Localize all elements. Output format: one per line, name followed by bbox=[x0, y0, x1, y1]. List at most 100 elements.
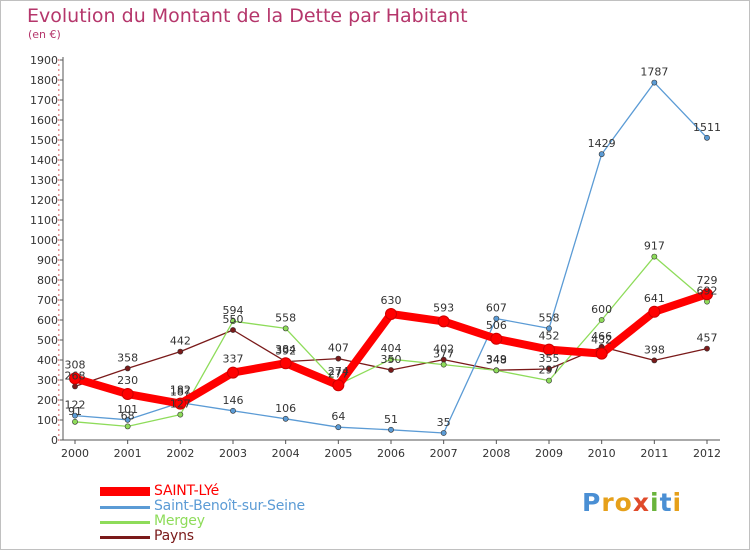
y-tick-label: 1800 bbox=[30, 74, 58, 87]
data-label: 600 bbox=[591, 303, 612, 316]
data-point bbox=[335, 424, 342, 431]
data-point bbox=[651, 357, 658, 364]
data-point bbox=[72, 418, 78, 425]
data-label: 402 bbox=[433, 343, 454, 356]
x-tick-label: 2004 bbox=[272, 447, 300, 460]
data-label: 187 bbox=[170, 386, 191, 399]
legend-item: Mergey bbox=[100, 513, 360, 529]
data-label: 729 bbox=[697, 274, 718, 287]
data-label: 64 bbox=[331, 410, 345, 423]
logo-letter: P bbox=[582, 488, 602, 517]
legend-label: Saint-Benoît-sur-Seine bbox=[154, 498, 305, 514]
data-label: 274 bbox=[328, 365, 349, 378]
data-label: 452 bbox=[539, 330, 560, 343]
data-point bbox=[230, 318, 236, 325]
y-tick-label: 0 bbox=[51, 434, 58, 447]
y-tick-label: 1000 bbox=[30, 234, 58, 247]
data-point bbox=[595, 347, 608, 360]
data-label: 607 bbox=[486, 302, 507, 315]
y-tick-label: 400 bbox=[37, 354, 58, 367]
data-label: 35 bbox=[437, 416, 451, 429]
data-point bbox=[701, 288, 713, 301]
data-point bbox=[230, 327, 236, 333]
data-label: 1429 bbox=[588, 137, 616, 150]
x-tick-label: 2012 bbox=[693, 447, 721, 460]
data-point bbox=[72, 383, 78, 390]
proxiti-logo: Proxiti bbox=[582, 488, 682, 517]
legend-swatch bbox=[100, 536, 150, 539]
data-label: 692 bbox=[697, 285, 718, 298]
y-tick-label: 1900 bbox=[30, 54, 58, 67]
data-label: 550 bbox=[223, 313, 244, 326]
data-label: 1787 bbox=[640, 66, 668, 79]
data-label: 558 bbox=[539, 311, 560, 324]
y-tick-label: 800 bbox=[37, 274, 58, 287]
line-chart: 0 100 200 300 400 500 600 700 800 900 1000 1100 1200… bbox=[30, 54, 721, 460]
data-label: 392 bbox=[275, 345, 296, 358]
data-label: 398 bbox=[644, 343, 665, 356]
data-label: 432 bbox=[591, 334, 612, 347]
data-point bbox=[279, 357, 292, 370]
data-label: 384 bbox=[275, 343, 296, 356]
data-point bbox=[493, 315, 500, 322]
data-point bbox=[493, 367, 500, 374]
y-tick-label: 1500 bbox=[30, 134, 58, 147]
data-point bbox=[227, 366, 239, 379]
data-point bbox=[177, 348, 184, 355]
y-tick-label: 500 bbox=[37, 334, 58, 347]
logo-letter: r bbox=[601, 488, 615, 517]
y-tick-label: 1600 bbox=[30, 114, 58, 127]
data-point bbox=[651, 79, 658, 86]
logo-letter: o bbox=[614, 488, 633, 517]
data-label: 407 bbox=[328, 342, 349, 355]
data-label: 1511 bbox=[693, 121, 721, 134]
legend-label: Payns bbox=[154, 528, 194, 544]
data-point bbox=[230, 407, 236, 414]
legend-label: Mergey bbox=[154, 513, 205, 529]
data-point bbox=[440, 361, 447, 368]
data-point bbox=[124, 416, 131, 423]
data-point bbox=[490, 332, 503, 345]
data-label: 593 bbox=[433, 301, 454, 314]
data-label: 466 bbox=[591, 330, 612, 343]
data-label: 106 bbox=[275, 402, 296, 415]
x-tick-label: 2009 bbox=[535, 447, 563, 460]
data-label: 349 bbox=[486, 353, 507, 366]
data-point bbox=[546, 366, 552, 372]
data-point bbox=[704, 345, 710, 352]
data-point bbox=[543, 343, 555, 356]
data-label: 337 bbox=[223, 353, 244, 366]
logo-letter: i bbox=[672, 488, 683, 517]
y-tick-label: 700 bbox=[37, 294, 58, 307]
data-label: 146 bbox=[223, 394, 244, 407]
data-label: 122 bbox=[65, 399, 86, 412]
x-tick-label: 2005 bbox=[324, 447, 352, 460]
x-tick-label: 2001 bbox=[114, 447, 142, 460]
data-label: 506 bbox=[486, 319, 507, 332]
data-point bbox=[437, 315, 450, 328]
data-label: 558 bbox=[275, 311, 296, 324]
y-tick-label: 1700 bbox=[30, 94, 58, 107]
data-point bbox=[282, 415, 289, 422]
data-point bbox=[598, 317, 605, 323]
legend: SAINT-LYé Saint-Benoît-sur-Seine Mergey Pay… bbox=[100, 483, 360, 544]
logo-letter: x bbox=[632, 488, 650, 517]
data-label: 641 bbox=[644, 292, 665, 305]
y-tick-label: 1300 bbox=[30, 174, 58, 187]
data-label: 630 bbox=[381, 294, 402, 307]
data-label: 308 bbox=[65, 358, 86, 371]
y-tick-label: 1100 bbox=[30, 214, 58, 227]
data-label: 127 bbox=[170, 398, 191, 411]
data-label: 350 bbox=[381, 353, 402, 366]
data-point bbox=[648, 305, 661, 318]
data-label: 51 bbox=[384, 413, 398, 426]
x-tick-label: 2003 bbox=[219, 447, 247, 460]
y-tick-label: 200 bbox=[37, 394, 58, 407]
chart-title: Evolution du Montant de la Dette par Hab… bbox=[27, 5, 468, 27]
x-tick-label: 2006 bbox=[377, 447, 405, 460]
data-point bbox=[651, 253, 658, 260]
data-point bbox=[124, 365, 131, 372]
logo-letter: i bbox=[650, 488, 660, 517]
data-point bbox=[72, 412, 78, 419]
legend-item: Payns bbox=[100, 528, 360, 544]
